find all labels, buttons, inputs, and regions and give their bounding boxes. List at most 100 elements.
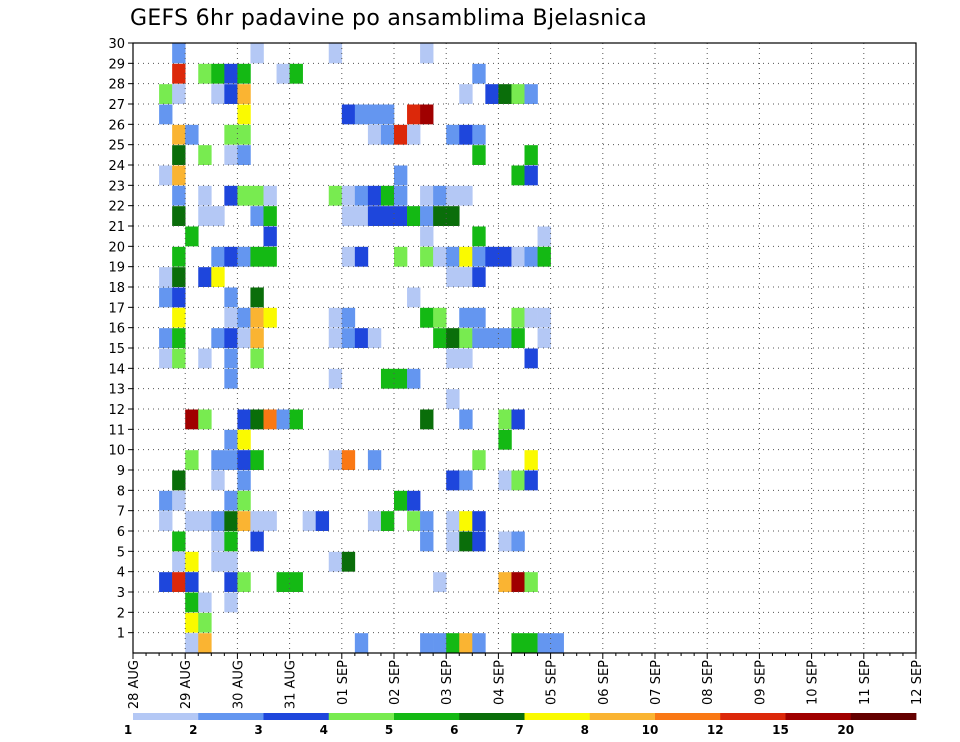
heatmap-cell (341, 450, 356, 470)
heatmap-cell (433, 328, 447, 348)
heatmap-cell (498, 246, 512, 267)
heatmap-cell (250, 348, 264, 369)
heatmap-cell (224, 592, 238, 613)
colorbar-segment (589, 713, 656, 720)
heatmap-cell (250, 43, 264, 64)
heatmap-cell (237, 511, 251, 531)
heatmap-cell (237, 490, 251, 511)
colorbar-segment (785, 713, 852, 720)
heatmap-cell (341, 104, 356, 125)
heatmap-cell (224, 531, 238, 552)
heatmap-cell (289, 409, 303, 430)
heatmap-cell (367, 185, 382, 206)
heatmap-cell (354, 104, 369, 125)
heatmap-cell (446, 633, 460, 653)
colorbar-label: 1 (124, 723, 132, 737)
heatmap-cell (198, 348, 212, 369)
y-tick-label: 6 (117, 525, 125, 540)
heatmap-cell (328, 185, 343, 206)
heatmap-cell (472, 246, 486, 267)
heatmap-cell (420, 633, 434, 653)
heatmap-cell (537, 633, 551, 653)
heatmap-cell (524, 165, 538, 186)
heatmap-cell (263, 226, 277, 247)
heatmap-cell (420, 246, 434, 267)
heatmap-cell (185, 409, 199, 430)
heatmap-cell (407, 511, 421, 531)
heatmap-cell (185, 592, 199, 613)
x-tick-label: 29 AUG (179, 660, 194, 709)
y-tick-label: 22 (108, 200, 125, 215)
y-tick-label: 29 (108, 57, 125, 72)
y-tick-label: 1 (117, 627, 125, 642)
heatmap-cell (446, 185, 460, 206)
colorbar-segment (850, 713, 917, 720)
heatmap-cell (224, 63, 238, 84)
heatmap-cell (380, 104, 395, 125)
heatmap-cell (380, 124, 395, 145)
heatmap-cell (433, 572, 447, 592)
heatmap-cell (498, 572, 512, 592)
heatmap-cell (459, 84, 473, 104)
heatmap-cell (537, 328, 551, 348)
heatmap-cell (211, 450, 225, 470)
heatmap-cell (472, 531, 486, 552)
y-tick-label: 21 (108, 220, 125, 235)
colorbar-segment (328, 713, 395, 720)
heatmap-cell (341, 551, 356, 572)
heatmap-cell (237, 450, 251, 470)
heatmap-cell (224, 368, 238, 389)
y-tick-label: 7 (117, 505, 125, 520)
heatmap-cell (211, 470, 225, 491)
heatmap-cell (237, 572, 251, 592)
heatmap-cell (394, 124, 408, 145)
heatmap-cell (211, 328, 225, 348)
heatmap-cell (367, 104, 382, 125)
heatmap-cell (485, 246, 499, 267)
heatmap-cell (459, 246, 473, 267)
heatmap-cell (524, 470, 538, 491)
heatmap-cell (380, 368, 395, 389)
heatmap-cell (446, 328, 460, 348)
heatmap-cell (446, 470, 460, 491)
heatmap-cell (472, 450, 486, 470)
heatmap-cell (354, 633, 369, 653)
heatmap-cell (185, 226, 199, 247)
heatmap-cell (172, 84, 186, 104)
y-tick-label: 10 (108, 444, 125, 459)
heatmap-cells (159, 43, 564, 653)
heatmap-cell (407, 368, 421, 389)
heatmap-cell (328, 328, 343, 348)
heatmap-cell (250, 206, 264, 226)
x-tick-label: 07 SEP (649, 660, 664, 705)
x-tick-label: 03 SEP (440, 660, 455, 705)
heatmap-cell (159, 572, 173, 592)
y-tick-label: 8 (117, 484, 125, 499)
chart-title: GEFS 6hr padavine po ansamblima Bjelasni… (130, 6, 647, 31)
heatmap-cell (211, 551, 225, 572)
heatmap-cell (224, 551, 238, 572)
y-tick-label: 12 (108, 403, 125, 418)
heatmap-cell (472, 145, 486, 165)
heatmap-cell (367, 124, 382, 145)
heatmap-cell (172, 348, 186, 369)
x-tick-label: 06 SEP (597, 660, 612, 705)
heatmap-cell (459, 470, 473, 491)
colorbar-label: 8 (581, 723, 589, 737)
heatmap-cell (328, 43, 343, 64)
heatmap-cell (498, 84, 512, 104)
colorbar-segment (720, 713, 786, 720)
heatmap-cell (250, 531, 264, 552)
heatmap-cell (446, 124, 460, 145)
x-tick-label: 12 SEP (910, 660, 925, 705)
heatmap-cell (211, 246, 225, 267)
heatmap-cell (172, 287, 186, 308)
heatmap-cell (524, 307, 538, 328)
heatmap-cell (250, 409, 264, 430)
heatmap-cell (328, 551, 343, 572)
heatmap-cell (250, 287, 264, 308)
heatmap-cell (446, 267, 460, 287)
heatmap-cell (420, 206, 434, 226)
heatmap-cell (250, 307, 264, 328)
heatmap-cell (224, 246, 238, 267)
